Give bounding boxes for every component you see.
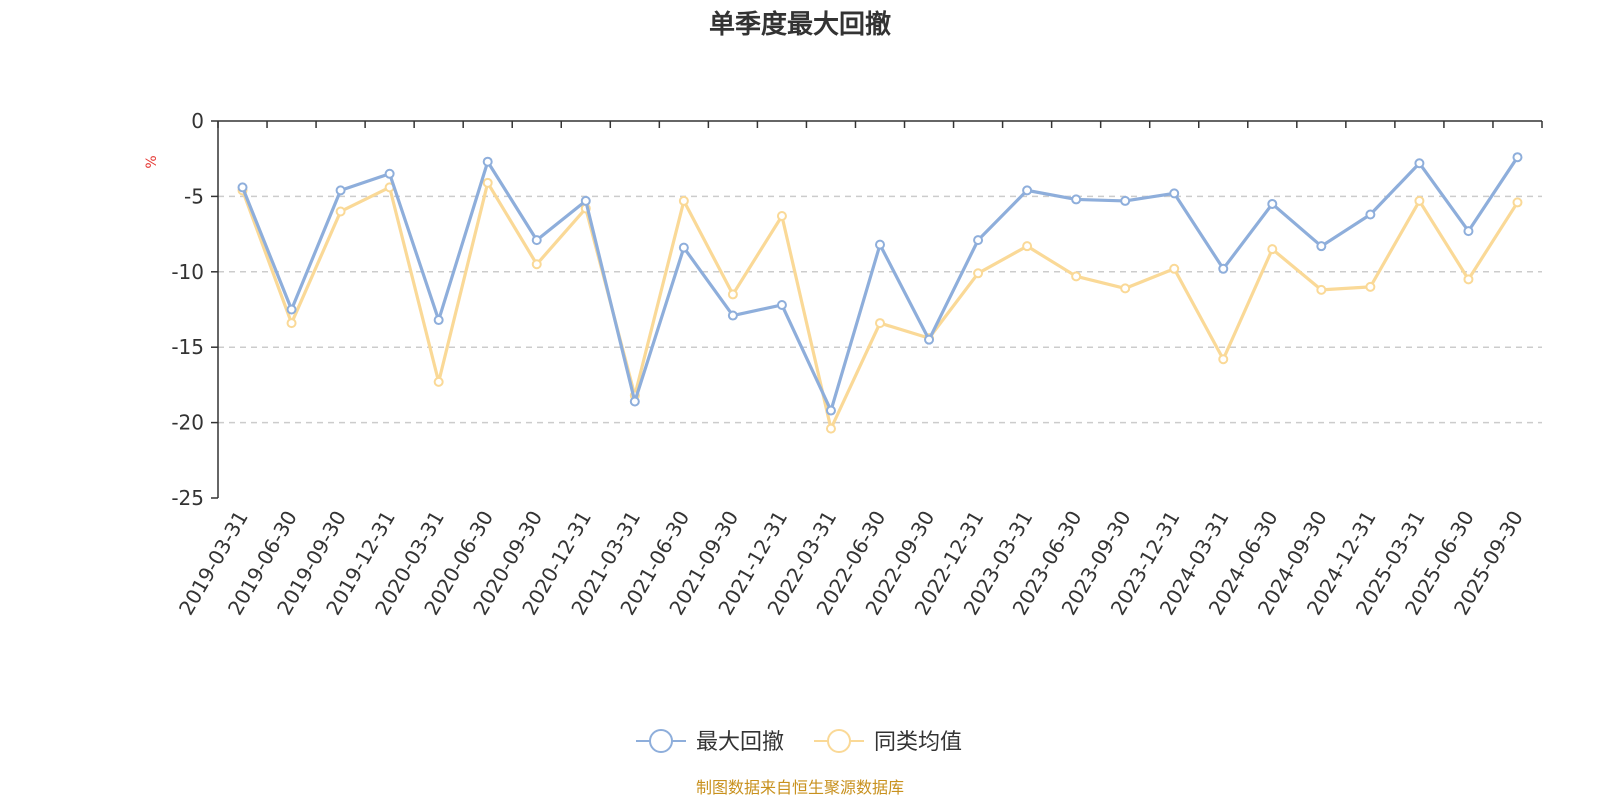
data-point[interactable] (875, 239, 885, 250)
y-axis-ticks: 0 -5 -10 -15 -20 -25 (171, 109, 204, 510)
data-point[interactable] (286, 304, 297, 315)
data-point[interactable] (1022, 185, 1033, 196)
y-tick-label: -5 (184, 184, 204, 208)
data-point[interactable] (1463, 274, 1474, 285)
y-tick-label: -10 (171, 260, 204, 284)
data-point[interactable] (1316, 241, 1327, 252)
y-tick-label: -20 (171, 411, 204, 435)
legend[interactable]: 最大回撤 同类均值 (636, 729, 962, 755)
chart-title: 单季度最大回撤 (709, 9, 891, 40)
y-tick-label: -15 (171, 335, 204, 359)
series-1 (237, 152, 1523, 416)
data-point[interactable] (678, 195, 689, 206)
data-point[interactable] (237, 182, 248, 193)
grid-lines (218, 195, 1542, 424)
data-point[interactable] (482, 156, 493, 167)
data-point[interactable] (825, 405, 836, 416)
y-tick-label: -25 (171, 486, 204, 510)
data-point[interactable] (335, 206, 346, 217)
data-point[interactable] (629, 396, 640, 407)
data-point[interactable] (1365, 281, 1376, 292)
data-point[interactable] (1267, 198, 1278, 209)
data-point[interactable] (1414, 195, 1425, 206)
x-axis-ticks: 2019-03-312019-06-302019-09-302019-12-31… (174, 506, 1528, 619)
legend-item-2[interactable]: 同类均值 (814, 729, 962, 755)
source-note: 制图数据来自恒生聚源数据库 (696, 778, 904, 797)
legend-item-1[interactable]: 最大回撤 (636, 729, 784, 755)
data-point[interactable] (825, 423, 836, 434)
data-point[interactable] (1071, 194, 1082, 205)
data-point[interactable] (1120, 195, 1131, 206)
legend-marker (827, 729, 851, 753)
data-point[interactable] (286, 318, 297, 329)
data-point[interactable] (875, 318, 885, 329)
data-point[interactable] (776, 299, 787, 310)
data-point[interactable] (433, 376, 444, 387)
data-point[interactable] (531, 259, 542, 270)
legend-marker (649, 729, 673, 753)
data-point[interactable] (1169, 263, 1180, 274)
data-point[interactable] (727, 289, 738, 300)
data-point[interactable] (433, 315, 444, 326)
series (237, 152, 1523, 434)
data-point[interactable] (776, 211, 787, 222)
data-point[interactable] (1463, 226, 1474, 237)
data-point[interactable] (335, 185, 346, 196)
data-point[interactable] (1218, 263, 1229, 274)
series-line (241, 156, 1519, 413)
axes (211, 120, 1543, 499)
data-point[interactable] (727, 310, 738, 321)
data-point[interactable] (580, 195, 591, 206)
data-point[interactable] (1071, 271, 1082, 282)
legend-label: 最大回撤 (696, 730, 784, 755)
data-point[interactable] (924, 334, 935, 345)
data-point[interactable] (1218, 354, 1229, 365)
data-point[interactable] (678, 242, 689, 253)
data-point[interactable] (1316, 284, 1327, 295)
data-point[interactable] (1512, 197, 1523, 208)
data-point[interactable] (1512, 152, 1523, 163)
series-2 (237, 177, 1523, 434)
data-point[interactable] (1267, 244, 1278, 255)
data-point[interactable] (384, 168, 395, 179)
data-point[interactable] (973, 235, 984, 246)
data-point[interactable] (1414, 158, 1425, 169)
data-point[interactable] (482, 177, 493, 188)
data-point[interactable] (1169, 188, 1180, 199)
y-axis-unit: % (144, 155, 160, 168)
data-point[interactable] (1365, 209, 1376, 220)
legend-label: 同类均值 (874, 730, 962, 755)
data-point[interactable] (1120, 283, 1131, 294)
data-point[interactable] (973, 268, 984, 279)
y-tick-label: 0 (191, 109, 204, 133)
data-point[interactable] (531, 235, 542, 246)
data-point[interactable] (1022, 241, 1033, 252)
